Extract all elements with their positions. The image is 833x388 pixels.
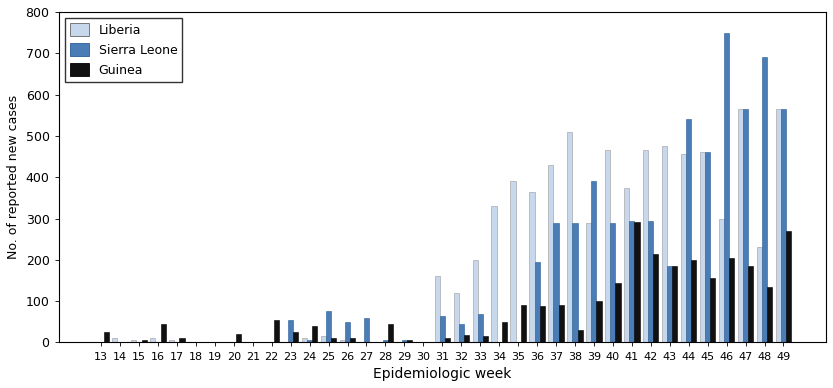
Bar xyxy=(591,181,596,343)
Bar xyxy=(388,324,393,343)
Bar xyxy=(572,223,577,343)
Bar xyxy=(648,221,653,343)
Bar xyxy=(530,192,535,343)
Bar xyxy=(624,187,629,343)
Bar xyxy=(567,132,572,343)
Bar xyxy=(445,338,450,343)
Bar xyxy=(511,181,516,343)
Bar xyxy=(681,154,686,343)
Bar xyxy=(559,305,564,343)
Bar xyxy=(402,340,407,343)
Bar xyxy=(307,340,312,343)
Bar xyxy=(586,223,591,343)
Bar xyxy=(321,336,326,343)
Bar xyxy=(302,338,307,343)
Bar xyxy=(635,222,640,343)
Bar xyxy=(454,293,459,343)
Bar xyxy=(464,335,469,343)
Bar xyxy=(743,109,748,343)
Bar xyxy=(440,315,445,343)
Bar xyxy=(161,324,166,343)
Bar xyxy=(611,223,616,343)
Bar xyxy=(577,330,582,343)
Bar xyxy=(553,223,559,343)
Bar xyxy=(237,334,242,343)
Bar xyxy=(293,332,298,343)
Bar xyxy=(383,340,388,343)
Y-axis label: No. of reported new cases: No. of reported new cases xyxy=(7,95,20,259)
Bar xyxy=(332,338,337,343)
Bar xyxy=(762,57,767,343)
Bar xyxy=(179,338,185,343)
Bar xyxy=(112,338,117,343)
Bar xyxy=(407,340,412,343)
Bar xyxy=(748,266,753,343)
Bar xyxy=(767,287,772,343)
X-axis label: Epidemiologic week: Epidemiologic week xyxy=(373,367,511,381)
Bar xyxy=(724,33,729,343)
Bar xyxy=(169,340,174,343)
Bar xyxy=(535,262,540,343)
Bar xyxy=(350,338,355,343)
Bar xyxy=(340,340,345,343)
Bar xyxy=(540,306,545,343)
Bar xyxy=(288,320,293,343)
Bar xyxy=(596,301,601,343)
Bar xyxy=(691,260,696,343)
Bar xyxy=(435,276,440,343)
Bar xyxy=(142,340,147,343)
Bar xyxy=(491,206,496,343)
Bar xyxy=(345,322,350,343)
Bar xyxy=(312,326,317,343)
Bar xyxy=(606,151,611,343)
Bar xyxy=(103,332,109,343)
Bar xyxy=(483,336,488,343)
Bar xyxy=(643,151,648,343)
Bar xyxy=(501,322,506,343)
Bar xyxy=(653,254,658,343)
Bar xyxy=(781,109,786,343)
Bar xyxy=(700,152,705,343)
Bar xyxy=(719,218,724,343)
Bar xyxy=(472,260,477,343)
Bar xyxy=(711,279,716,343)
Bar xyxy=(672,266,677,343)
Bar xyxy=(616,282,621,343)
Bar xyxy=(459,324,464,343)
Legend: Liberia, Sierra Leone, Guinea: Liberia, Sierra Leone, Guinea xyxy=(65,18,182,81)
Bar xyxy=(729,258,735,343)
Bar xyxy=(132,340,137,343)
Bar xyxy=(667,266,672,343)
Bar xyxy=(150,338,156,343)
Bar xyxy=(477,314,483,343)
Bar xyxy=(776,109,781,343)
Bar xyxy=(274,320,279,343)
Bar xyxy=(738,109,743,343)
Bar xyxy=(629,221,635,343)
Bar xyxy=(786,231,791,343)
Bar xyxy=(548,165,553,343)
Bar xyxy=(686,120,691,343)
Bar xyxy=(521,305,526,343)
Bar xyxy=(705,152,711,343)
Bar xyxy=(757,248,762,343)
Bar xyxy=(326,312,332,343)
Bar xyxy=(364,318,369,343)
Bar xyxy=(662,146,667,343)
